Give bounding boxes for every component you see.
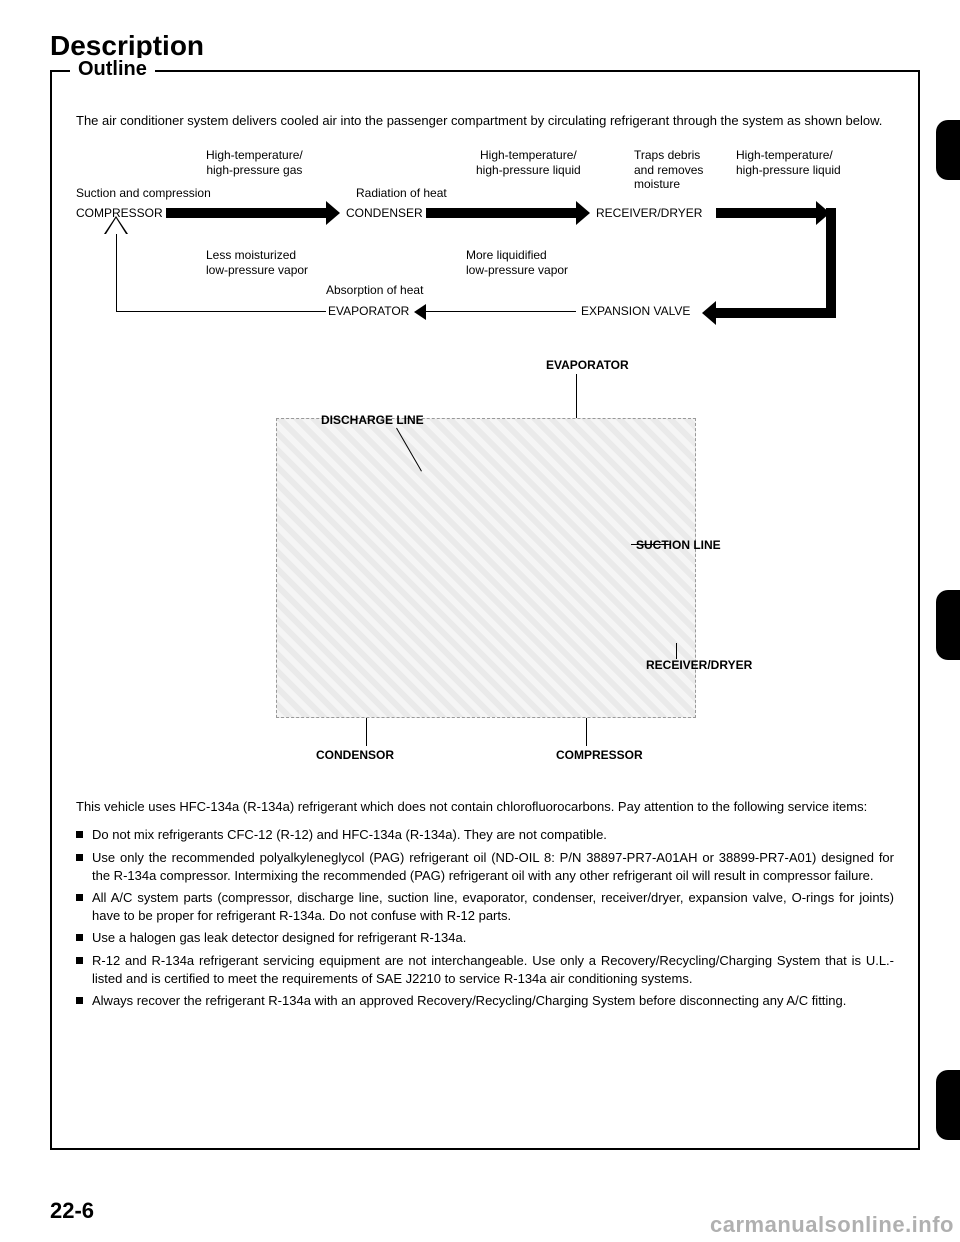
bullet-item: All A/C system parts (compressor, discha… [76,889,894,925]
label-radiation: Radiation of heat [356,186,447,200]
callout-evaporator: EVAPORATOR [546,358,629,372]
page-title: Description [50,30,920,62]
leader-suction [631,544,671,545]
label-absorb: Absorption of heat [326,283,423,297]
bullet-item: Do not mix refrigerants CFC-12 (R-12) an… [76,826,894,844]
node-expansion: EXPANSION VALVE [581,304,690,318]
watermark: carmanualsonline.info [710,1212,954,1238]
arrow-exp-evap [426,311,576,312]
arrow-comp-cond [166,208,326,218]
bullet-item: R-12 and R-134a refrigerant servicing eq… [76,952,894,988]
node-evaporator: EVAPORATOR [328,304,409,318]
flow-vert-right [826,208,836,318]
page-number: 22-6 [50,1198,94,1224]
bullet-item: Always recover the refrigerant R-134a wi… [76,992,894,1010]
arrow-recv-right [716,208,816,218]
label-ht-gas: High-temperature/ high-pressure gas [206,148,303,177]
diagram-image-placeholder [276,418,696,718]
component-diagram: EVAPORATOR DISCHARGE LINE SUCTION LINE R… [76,358,894,778]
edge-notch [936,120,960,180]
label-ht-liquid: High-temperature/ high-pressure liquid [476,148,581,177]
edge-notch [936,1070,960,1140]
outline-label: Outline [70,58,155,81]
node-condenser: CONDENSER [346,206,423,220]
intro-text: The air conditioner system delivers cool… [76,112,894,130]
leader-evap [576,374,577,418]
leader-receiver [676,643,677,659]
label-traps: Traps debris and removes moisture [634,148,703,191]
callout-compressor: COMPRESSOR [556,748,643,762]
node-receiver: RECEIVER/DRYER [596,206,702,220]
leader-compressor [586,718,587,746]
bullet-item: Use a halogen gas leak detector designed… [76,929,894,947]
callout-suction: SUCTION LINE [636,538,721,552]
flow-bottom-left-h [116,311,326,312]
callout-condensor: CONDENSOR [316,748,394,762]
label-suction: Suction and compression [76,186,211,200]
leader-condensor [366,718,367,746]
bullet-item: Use only the recommended polyalkylenegly… [76,849,894,885]
flow-up-arrow [106,218,126,234]
label-more: More liquidified low-pressure vapor [466,248,568,277]
callout-discharge: DISCHARGE LINE [321,413,424,427]
service-bullets: Do not mix refrigerants CFC-12 (R-12) an… [76,826,894,1010]
edge-notch [936,590,960,660]
outline-box: Outline The air conditioner system deliv… [50,70,920,1150]
label-ht-liquid-2: High-temperature/ high-pressure liquid [736,148,841,177]
arrow-to-expansion [716,308,831,318]
label-less: Less moisturized low-pressure vapor [206,248,308,277]
callout-receiver: RECEIVER/DRYER [646,658,752,672]
arrow-cond-recv [426,208,576,218]
flow-diagram: High-temperature/ high-pressure gas High… [76,148,894,348]
closing-intro: This vehicle uses HFC-134a (R-134a) refr… [76,798,894,816]
